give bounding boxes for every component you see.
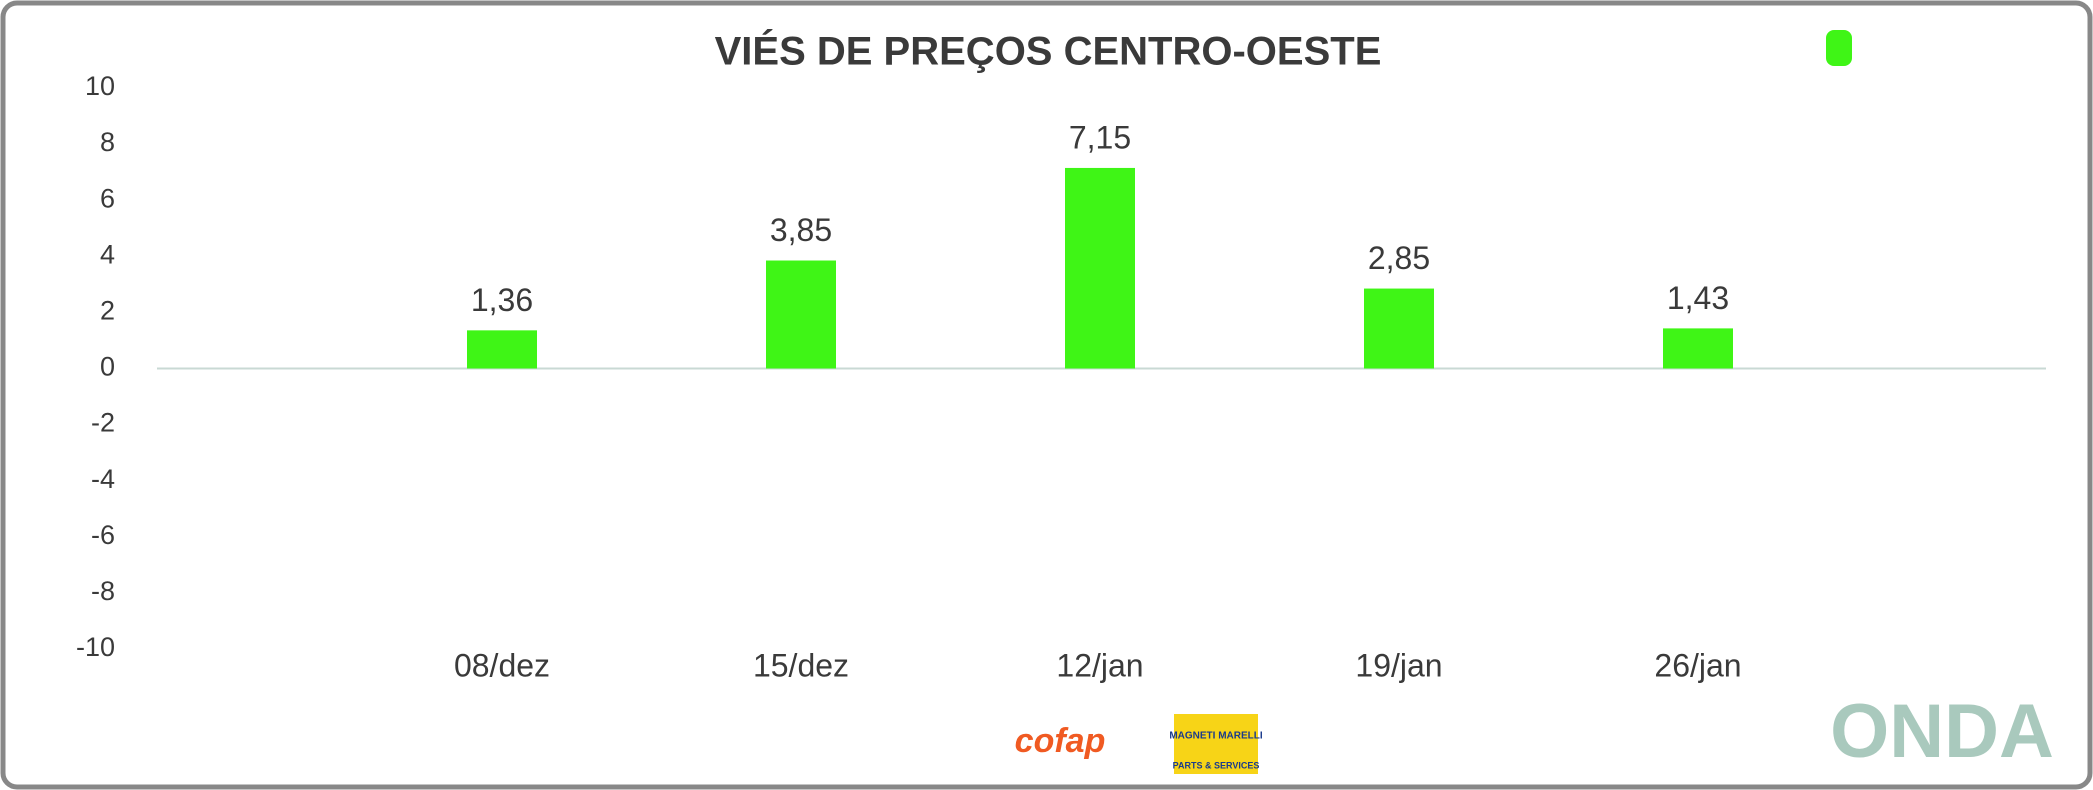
bar (1364, 288, 1434, 369)
x-tick-label: 08/dez (454, 647, 550, 683)
cofap-logo: cofap (1015, 722, 1106, 760)
x-tick-label: 12/jan (1056, 647, 1143, 683)
bar (1663, 328, 1733, 369)
logo-icon (1826, 30, 1852, 66)
y-tick-label: 4 (100, 239, 115, 269)
bar (1065, 167, 1135, 369)
bar (467, 330, 537, 369)
bar (766, 260, 836, 369)
y-tick-label: 8 (100, 127, 115, 157)
y-tick-label: 6 (100, 183, 115, 213)
y-tick-label: 10 (85, 71, 115, 101)
value-label: 1,36 (471, 282, 533, 318)
chart-title: VIÉS DE PREÇOS CENTRO-OESTE (715, 29, 1382, 74)
value-label: 7,15 (1069, 119, 1131, 155)
y-tick-label: 2 (100, 296, 115, 326)
y-tick-label: 0 (100, 352, 115, 382)
magneti-box (1174, 714, 1258, 774)
x-tick-label: 26/jan (1654, 647, 1741, 683)
value-label: 2,85 (1368, 240, 1430, 276)
y-tick-label: -8 (91, 576, 115, 606)
y-tick-label: -6 (91, 520, 115, 550)
onda-logo: ONDA (1830, 689, 2054, 774)
magneti-sub: PARTS & SERVICES (1173, 760, 1260, 770)
magneti-logo: MAGNETI MARELLI (1169, 731, 1263, 742)
y-tick-label: -2 (91, 408, 115, 438)
x-tick-label: 15/dez (753, 647, 849, 683)
value-label: 3,85 (770, 212, 832, 248)
x-tick-label: 19/jan (1355, 647, 1442, 683)
value-label: 1,43 (1667, 280, 1729, 316)
y-tick-label: -4 (91, 464, 115, 494)
y-tick-label: -10 (76, 632, 115, 662)
